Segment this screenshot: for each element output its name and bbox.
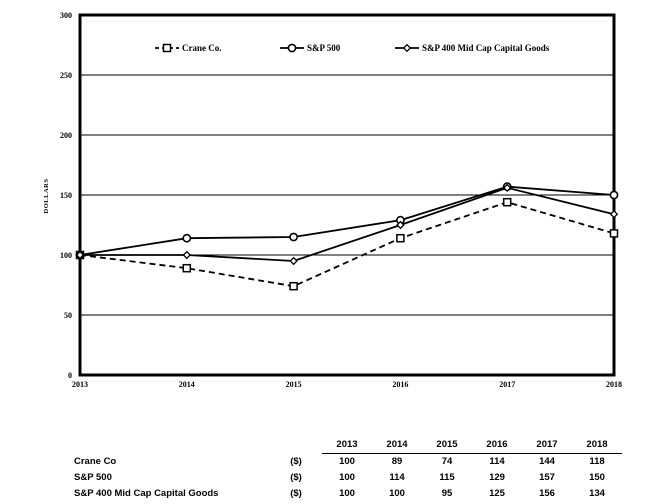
y-axis-label: DOLLARS: [43, 179, 50, 214]
legend-item: S&P 400 Mid Cap Capital Goods: [395, 43, 550, 53]
table-header-cell: 2016: [472, 437, 522, 454]
diamond-marker: [609, 209, 619, 219]
table-cell: 134: [589, 488, 605, 499]
table-row-currency: ($): [290, 488, 302, 499]
y-tick-label: 300: [60, 11, 72, 20]
y-tick-label: 0: [68, 371, 72, 380]
diamond-marker: [502, 183, 512, 193]
table-row: S&P 500 ($) 100 114 115 129 157 150: [70, 470, 622, 486]
table-header-cell: 2014: [372, 437, 422, 454]
circle-marker: [182, 233, 192, 243]
legend: Crane Co. S&P 500 S&P 400 Mid Cap Capital …: [155, 43, 550, 53]
table-row-name: Crane Co: [74, 455, 117, 467]
x-tick-label: 2014: [179, 380, 195, 389]
table-header-cell: 2018: [572, 437, 622, 454]
data-table: 2013 2014 2015 2016 2017 2018 Crane Co (…: [70, 437, 622, 502]
table-row-name: S&P 400 Mid Cap Capital Goods: [74, 488, 219, 499]
legend-label: S&P 400 Mid Cap Capital Goods: [422, 43, 550, 53]
series-line: [79, 201, 615, 288]
diamond-marker: [402, 43, 412, 53]
table-cell: 95: [441, 488, 453, 499]
square-marker: [289, 281, 298, 291]
table-row: S&P 400 Mid Cap Capital Goods ($) 100 10…: [70, 486, 622, 502]
y-tick-label: 50: [64, 311, 72, 320]
y-tick-label: 200: [60, 131, 72, 140]
y-tick-label: 250: [60, 71, 72, 80]
table-cell: 100: [339, 472, 355, 483]
y-tick-label: 150: [60, 191, 72, 200]
legend-label: Crane Co.: [182, 43, 222, 53]
circle-marker: [289, 232, 298, 242]
table-cell: 129: [489, 472, 505, 483]
series-2: [75, 183, 619, 266]
diamond-marker: [75, 250, 85, 260]
table-cell: 89: [391, 456, 403, 467]
x-axis-ticks: 2013 2014 2015 2016 2017 2018: [72, 380, 622, 389]
legend-item: S&P 500: [280, 43, 341, 53]
square-marker: [609, 229, 619, 238]
table-row: Crane Co ($) 100 89 74 114 144 118: [70, 454, 622, 471]
series-lines: [75, 182, 619, 291]
table-cell: 115: [439, 472, 455, 483]
table-row-currency: ($): [290, 472, 302, 483]
table-cell: 74: [441, 456, 453, 467]
table-cell: 114: [389, 472, 405, 483]
table-cell: 114: [489, 456, 505, 467]
x-tick-label: 2016: [392, 380, 408, 389]
diamond-marker: [289, 256, 298, 266]
table-cell: 150: [589, 472, 605, 483]
x-tick-label: 2013: [72, 380, 88, 389]
y-axis-ticks: 0 50 100 150 200 250 300: [60, 11, 72, 380]
table-header-row: 2013 2014 2015 2016 2017 2018: [70, 437, 622, 454]
table-cell: 144: [539, 456, 555, 467]
table-header-cell: 2017: [522, 437, 572, 454]
table-cell: 100: [339, 456, 355, 467]
square-marker: [396, 233, 405, 243]
series-line: [79, 185, 615, 256]
circle-marker: [287, 43, 297, 53]
x-tick-label: 2018: [606, 380, 622, 389]
legend-label: S&P 500: [307, 43, 341, 53]
table-cell: 118: [589, 456, 605, 467]
table-cell: 100: [389, 488, 405, 499]
square-marker: [182, 263, 192, 273]
circle-marker: [609, 190, 619, 200]
square-marker: [162, 43, 172, 53]
y-tick-label: 100: [60, 251, 72, 260]
square-marker: [502, 197, 512, 207]
diamond-marker: [396, 220, 405, 230]
x-tick-label: 2017: [499, 380, 515, 389]
table-header-cell: 2013: [322, 437, 372, 454]
table-cell: 157: [539, 472, 555, 483]
x-tick-label: 2015: [286, 380, 302, 389]
table-cell: 156: [539, 488, 555, 499]
table-row-name: S&P 500: [74, 472, 112, 483]
table-row-currency: ($): [290, 455, 302, 467]
diamond-marker: [182, 250, 192, 260]
table-header-cell: 2015: [422, 437, 472, 454]
legend-item: Crane Co.: [155, 43, 222, 53]
series-line: [80, 186, 615, 262]
table-cell: 100: [339, 488, 355, 499]
series-0: [75, 197, 619, 291]
table-cell: 125: [489, 488, 505, 499]
